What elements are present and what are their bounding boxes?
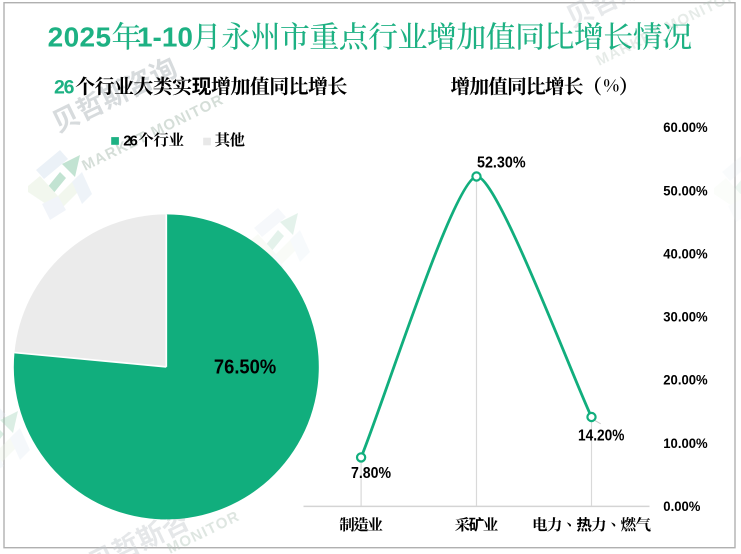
svg-text:0.00%: 0.00% — [663, 498, 701, 514]
svg-text:26: 26 — [123, 132, 138, 149]
svg-text:7.80%: 7.80% — [351, 465, 391, 482]
svg-text:60.00%: 60.00% — [663, 119, 708, 135]
svg-text:50.00%: 50.00% — [663, 182, 708, 198]
svg-text:1-10: 1-10 — [137, 21, 193, 52]
svg-text:52.30%: 52.30% — [477, 155, 526, 172]
svg-text:20.00%: 20.00% — [663, 372, 708, 388]
svg-text:14.20%: 14.20% — [578, 428, 625, 445]
svg-text:26: 26 — [54, 77, 75, 99]
svg-text:10.00%: 10.00% — [663, 435, 708, 451]
svg-text:2025: 2025 — [48, 21, 112, 52]
svg-text:30.00%: 30.00% — [663, 309, 708, 325]
svg-text:40.00%: 40.00% — [663, 245, 708, 261]
svg-text:76.50%: 76.50% — [214, 355, 276, 378]
svg-text:MARKET MONITOR: MARKET MONITOR — [79, 91, 226, 175]
